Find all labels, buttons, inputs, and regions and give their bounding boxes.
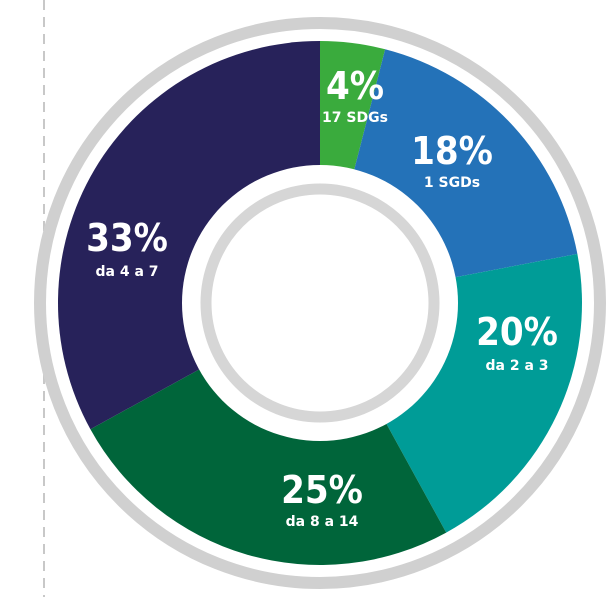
slice-25 bbox=[90, 303, 447, 565]
slice-33-pct: 33% bbox=[86, 216, 168, 260]
slice-20-pct: 20% bbox=[476, 310, 558, 354]
slice-4-pct: 4% bbox=[326, 64, 384, 108]
slice-33-sub: da 4 a 7 bbox=[95, 264, 158, 280]
outer-ring bbox=[34, 17, 606, 589]
inner-ring bbox=[200, 183, 440, 423]
slice-18-pct: 18% bbox=[411, 129, 493, 173]
slice-4-sub: 17 SDGs bbox=[322, 110, 388, 126]
slice-25-pct: 25% bbox=[281, 468, 363, 512]
slice-25-sub: da 8 a 14 bbox=[286, 514, 359, 530]
center-disc bbox=[182, 165, 458, 441]
slice-18-sub: 1 SGDs bbox=[424, 175, 480, 191]
slice-20-sub: da 2 a 3 bbox=[485, 358, 548, 374]
